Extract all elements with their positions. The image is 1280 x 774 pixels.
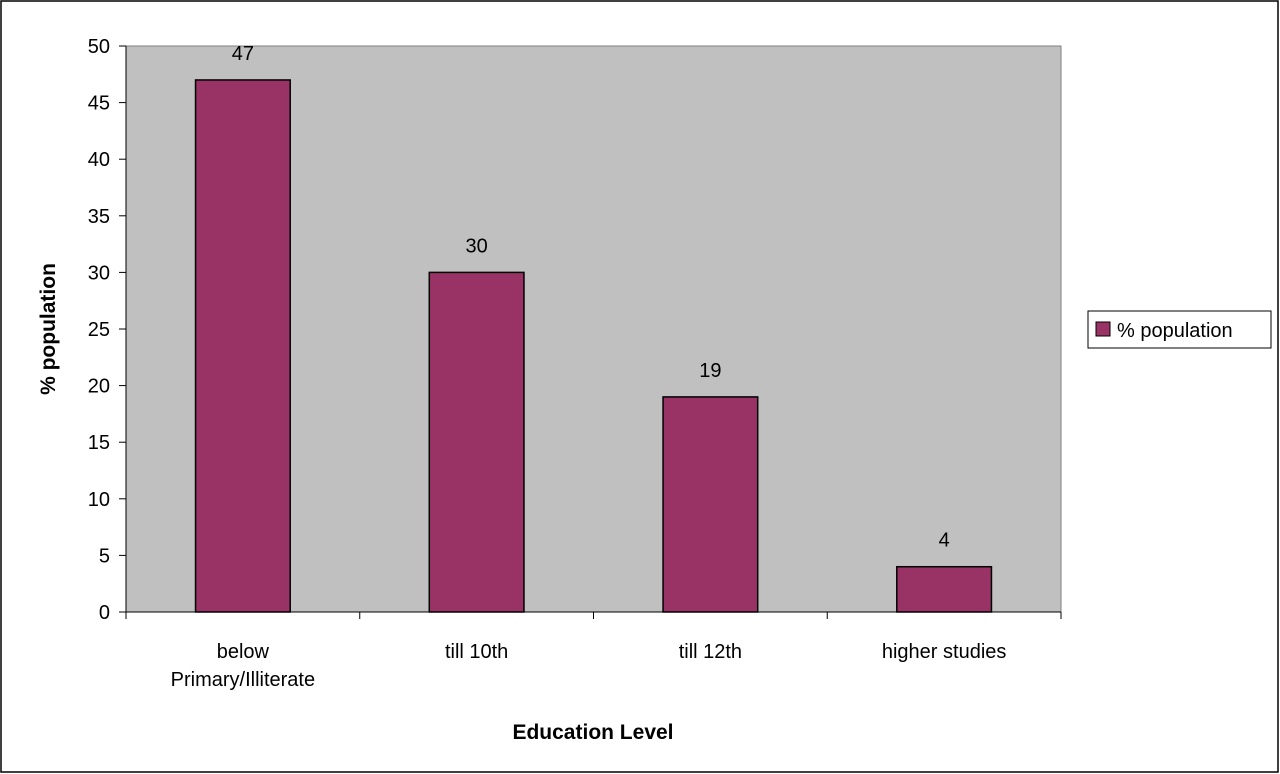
y-tick-label: 20	[88, 376, 110, 398]
x-category-label: higher studies	[882, 641, 1007, 663]
data-label: 30	[466, 235, 488, 257]
y-tick-label: 45	[88, 93, 110, 115]
y-tick-label: 5	[99, 545, 110, 567]
x-category-label-line: below	[217, 641, 270, 663]
y-tick-label: 25	[88, 319, 110, 341]
y-tick-label: 30	[88, 262, 110, 284]
x-category-label: till 10th	[445, 641, 508, 663]
bar	[662, 396, 759, 613]
x-category-label-line: till 12th	[679, 641, 742, 663]
y-tick-label: 10	[88, 489, 110, 511]
y-tick-label: 15	[88, 432, 110, 454]
legend-swatch	[1095, 321, 1111, 337]
legend: % population	[1087, 310, 1272, 349]
y-tick-label: 50	[88, 36, 110, 58]
y-axis-title: % population	[37, 263, 60, 395]
y-axis: 0 5 10 15 20 25 30 35 40 45 50	[88, 36, 127, 624]
data-label: 4	[939, 530, 950, 552]
data-label: 19	[699, 360, 721, 382]
data-label: 47	[232, 43, 254, 65]
x-category-label: till 12th	[679, 641, 742, 663]
legend-box	[1087, 310, 1272, 349]
legend-label: % population	[1117, 320, 1233, 342]
bar	[194, 79, 291, 613]
x-axis-title: Education Level	[512, 721, 673, 744]
y-tick-label: 0	[99, 602, 110, 624]
x-category-label-line: Primary/Illiterate	[171, 669, 315, 691]
x-category-label: below Primary/Illiterate	[171, 641, 315, 691]
y-tick-label: 40	[88, 149, 110, 171]
bar	[428, 271, 525, 613]
bar	[896, 565, 993, 613]
x-category-label-line: higher studies	[882, 641, 1007, 663]
bar-series	[194, 79, 993, 613]
x-category-label-line: till 10th	[445, 641, 508, 663]
y-tick-label: 35	[88, 206, 110, 228]
data-labels: 47 30 19 4	[232, 43, 950, 552]
